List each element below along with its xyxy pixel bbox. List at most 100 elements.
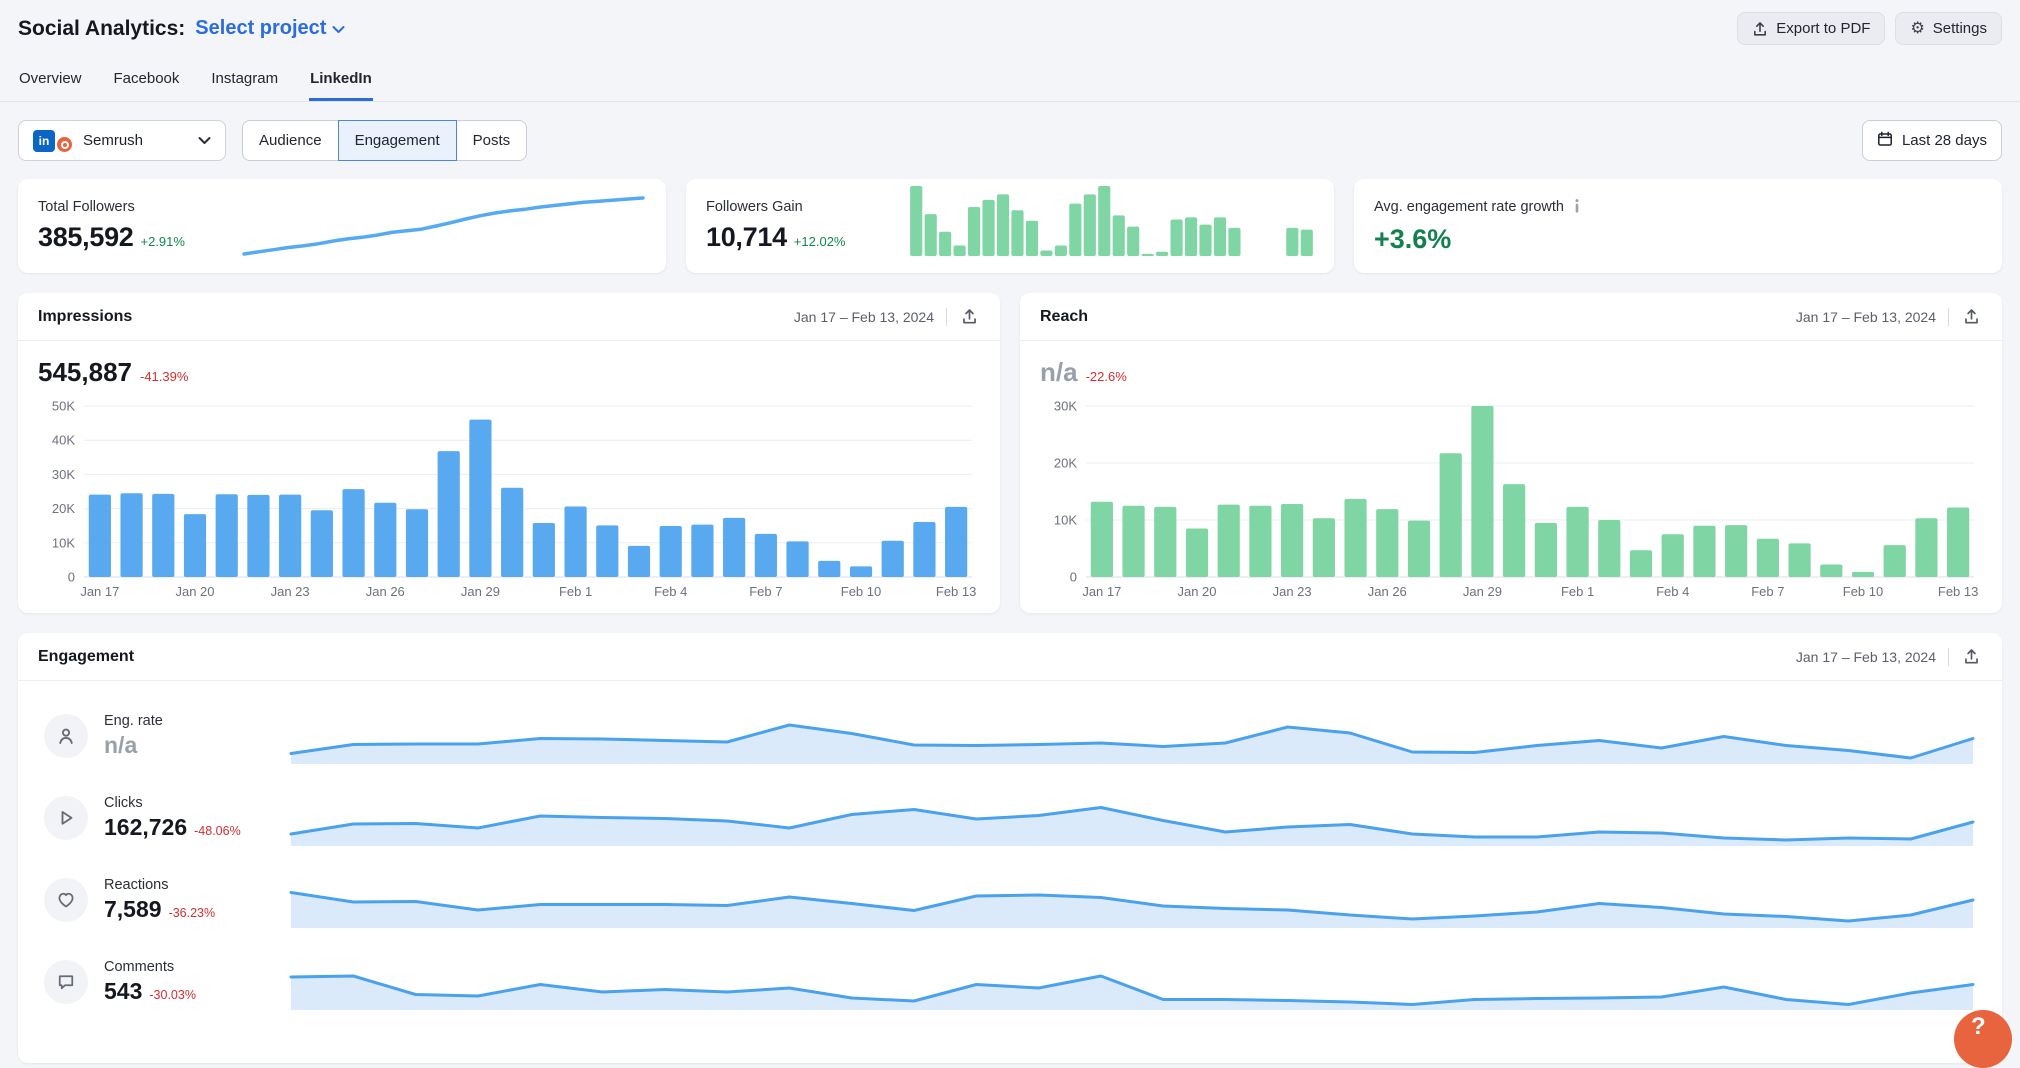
top-bar: Social Analytics: Select project Export … <box>0 0 2020 55</box>
svg-text:50K: 50K <box>52 399 75 414</box>
eng-rate-area-chart <box>288 708 1976 764</box>
account-selector[interactable]: in Semrush <box>18 120 226 161</box>
reach-card: Reach Jan 17 – Feb 13, 2024 n/a -22.6% 0… <box>1020 293 2002 613</box>
avg-engagement-rate-card: Avg. engagement rate growth +3.6% <box>1354 179 2002 273</box>
svg-text:Feb 1: Feb 1 <box>1561 584 1594 599</box>
engagement-row-comments: Comments 543 -30.03% <box>44 941 1976 1023</box>
comments-value: 543 <box>104 978 143 1004</box>
followers-gain-card: Followers Gain 10,714 +12.02% <box>686 179 1334 273</box>
engagement-row-eng-rate: Eng. rate n/a <box>44 695 1976 777</box>
impressions-date-range: Jan 17 – Feb 13, 2024 <box>793 308 934 325</box>
project-selector-label: Select project <box>195 17 327 39</box>
engagement-title: Engagement <box>38 647 135 665</box>
svg-text:Feb 13: Feb 13 <box>1938 584 1978 599</box>
person-icon <box>44 714 88 758</box>
svg-text:Feb 7: Feb 7 <box>1751 584 1784 599</box>
comments-change: -30.03% <box>149 988 196 1002</box>
engagement-card: Engagement Jan 17 – Feb 13, 2024 Eng. ra… <box>18 633 2002 1063</box>
settings-button[interactable]: ⚙ Settings <box>1895 12 2002 45</box>
segment-audience[interactable]: Audience <box>242 120 339 161</box>
reach-title: Reach <box>1040 307 1089 325</box>
reach-export-icon[interactable] <box>1961 306 1982 327</box>
semrush-icon <box>55 135 74 154</box>
svg-text:Feb 10: Feb 10 <box>841 584 881 599</box>
total-followers-change: +2.91% <box>140 234 185 249</box>
calendar-icon <box>1877 131 1893 151</box>
charts-row: Impressions Jan 17 – Feb 13, 2024 545,88… <box>0 273 2020 613</box>
svg-text:Jan 17: Jan 17 <box>80 584 119 599</box>
svg-text:Jan 29: Jan 29 <box>1463 584 1502 599</box>
engagement-row-reactions: Reactions 7,589 -36.23% <box>44 859 1976 941</box>
svg-text:Feb 4: Feb 4 <box>654 584 687 599</box>
avg-engagement-rate-value: +3.6% <box>1374 223 1452 254</box>
svg-text:0: 0 <box>1070 570 1077 585</box>
svg-text:Feb 4: Feb 4 <box>1656 584 1689 599</box>
reach-date-range: Jan 17 – Feb 13, 2024 <box>1795 308 1936 325</box>
svg-text:Feb 10: Feb 10 <box>1843 584 1883 599</box>
svg-text:Feb 1: Feb 1 <box>559 584 592 599</box>
settings-label: Settings <box>1932 20 1987 37</box>
svg-text:Jan 23: Jan 23 <box>271 584 310 599</box>
engagement-date-range: Jan 17 – Feb 13, 2024 <box>1795 648 1936 665</box>
svg-text:Jan 26: Jan 26 <box>1368 584 1407 599</box>
reach-bar-chart: 0 10K 20K 30K Jan 17 Jan 20 Jan 23 Jan 26 Jan 29… <box>1040 398 1982 603</box>
followers-gain-label: Followers Gain <box>706 199 803 215</box>
segment-engagement[interactable]: Engagement <box>337 120 457 161</box>
project-selector[interactable]: Select project <box>195 17 345 40</box>
svg-text:Jan 17: Jan 17 <box>1082 584 1121 599</box>
comment-icon <box>44 960 88 1004</box>
tab-facebook[interactable]: Facebook <box>113 61 181 101</box>
tab-linkedin[interactable]: LinkedIn <box>309 61 373 101</box>
total-followers-label: Total Followers <box>38 199 135 215</box>
svg-text:Jan 26: Jan 26 <box>366 584 405 599</box>
svg-text:Feb 13: Feb 13 <box>936 584 976 599</box>
impressions-bar-chart: 0 10K 20K 30K 40K 50K Jan 17 Jan 20 Jan 23 Jan 26… <box>38 398 980 603</box>
eng-rate-label: Eng. rate <box>104 713 163 729</box>
cursor-icon <box>44 796 88 840</box>
svg-text:30K: 30K <box>1054 399 1077 414</box>
divider <box>946 307 947 326</box>
segment-posts[interactable]: Posts <box>455 120 528 161</box>
help-button[interactable]: ? <box>1954 1010 2012 1068</box>
linkedin-icon: in <box>33 129 55 152</box>
gear-icon: ⚙ <box>1910 19 1925 37</box>
reactions-label: Reactions <box>104 877 169 893</box>
tab-instagram[interactable]: Instagram <box>210 61 279 101</box>
divider <box>1948 647 1949 666</box>
comments-area-chart <box>288 954 1976 1010</box>
engagement-export-icon[interactable] <box>1961 646 1982 667</box>
date-range-button[interactable]: Last 28 days <box>1861 120 2002 161</box>
export-to-pdf-button[interactable]: Export to PDF <box>1737 12 1886 45</box>
impressions-value: 545,887 <box>38 357 132 387</box>
account-selector-label: Semrush <box>83 132 144 149</box>
page-title: Social Analytics: <box>18 16 186 40</box>
followers-gain-value: 10,714 <box>706 222 787 252</box>
impressions-card: Impressions Jan 17 – Feb 13, 2024 545,88… <box>18 293 1000 613</box>
export-to-pdf-label: Export to PDF <box>1776 20 1871 37</box>
clicks-area-chart <box>288 790 1976 846</box>
followers-gain-change: +12.02% <box>793 234 846 249</box>
impressions-change: -41.39% <box>139 369 189 384</box>
reactions-change: -36.23% <box>168 906 216 920</box>
info-icon[interactable] <box>1571 198 1583 217</box>
filter-bar: in Semrush Audience Engagement Posts Las… <box>0 102 2020 161</box>
reach-value: n/a <box>1040 357 1078 387</box>
svg-text:20K: 20K <box>1054 456 1077 471</box>
clicks-label: Clicks <box>104 795 143 811</box>
tab-overview[interactable]: Overview <box>18 61 83 101</box>
date-range-label: Last 28 days <box>1901 132 1987 149</box>
svg-text:10K: 10K <box>1054 513 1077 528</box>
svg-text:Jan 29: Jan 29 <box>461 584 500 599</box>
network-tabs: Overview Facebook Instagram LinkedIn <box>0 61 2020 102</box>
comments-label: Comments <box>104 959 175 975</box>
total-followers-sparkline <box>241 195 646 257</box>
svg-text:40K: 40K <box>52 433 75 448</box>
svg-text:10K: 10K <box>52 535 75 550</box>
svg-text:Jan 23: Jan 23 <box>1273 584 1312 599</box>
svg-text:Jan 20: Jan 20 <box>175 584 214 599</box>
summary-cards: Total Followers 385,592 +2.91% Followers… <box>0 161 2020 273</box>
impressions-export-icon[interactable] <box>959 306 980 327</box>
engagement-row-clicks: Clicks 162,726 -48.06% <box>44 777 1976 859</box>
chevron-down-icon <box>198 133 211 148</box>
heart-icon <box>44 878 88 922</box>
